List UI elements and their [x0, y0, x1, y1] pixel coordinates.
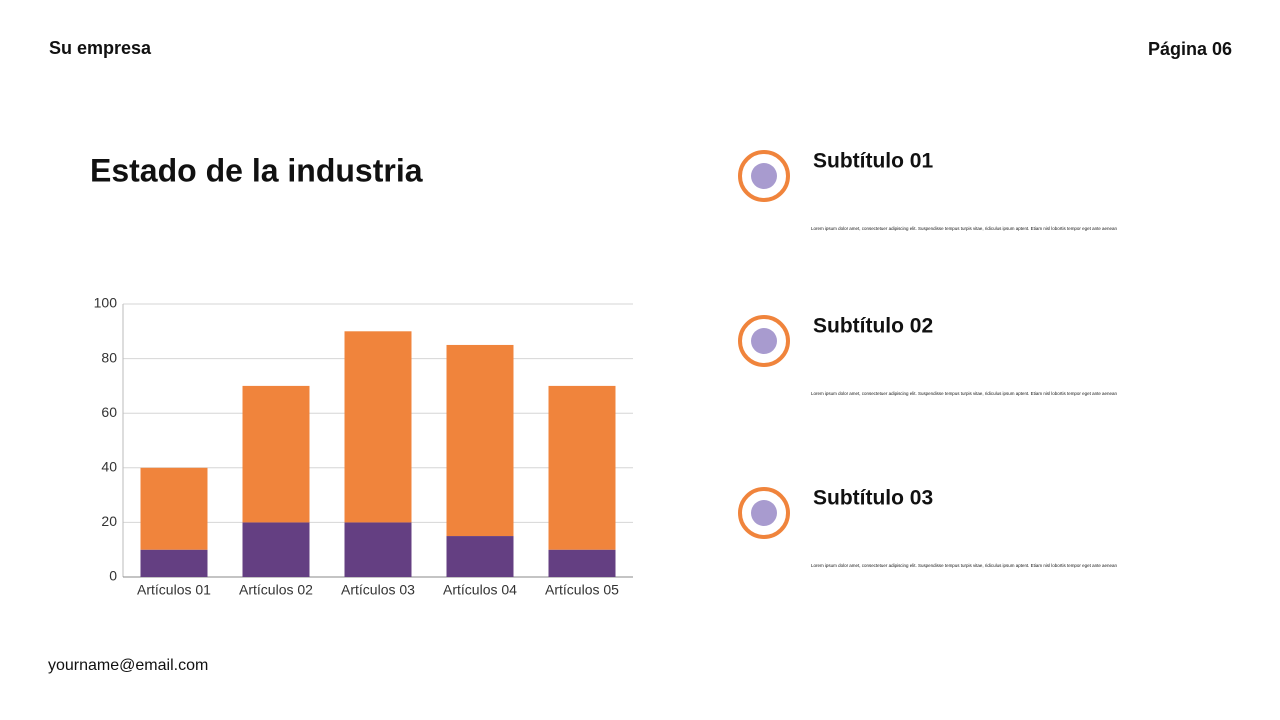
item-text: Lorem ipsum dolor amet, consectetuer adi…	[811, 226, 1117, 231]
dot	[751, 500, 777, 526]
item-text: Lorem ipsum dolor amet, consectetuer adi…	[811, 391, 1117, 396]
bar-segment	[548, 385, 616, 550]
y-tick-label: 80	[101, 349, 117, 365]
bar-segment	[242, 522, 310, 577]
y-tick-label: 60	[101, 404, 117, 420]
chart-title: Estado de la industria	[90, 152, 423, 188]
ring	[738, 315, 790, 367]
ring	[738, 150, 790, 202]
bar-segment	[446, 536, 514, 577]
company: Su empresa	[49, 38, 152, 58]
item-title: Subtítulo 02	[813, 315, 933, 338]
y-tick-label: 40	[101, 459, 117, 475]
email: yourname@email.com	[48, 657, 208, 674]
dot	[751, 328, 777, 354]
x-tick-label: Artículos 03	[341, 582, 415, 598]
bar-segment	[242, 385, 310, 523]
item-text: Lorem ipsum dolor amet, consectetuer adi…	[811, 563, 1117, 568]
x-tick-label: Artículos 05	[545, 582, 619, 598]
item-title: Subtítulo 01	[813, 150, 933, 173]
item-title: Subtítulo 03	[813, 487, 933, 510]
ring	[738, 487, 790, 539]
bar-segment	[140, 467, 208, 550]
page-number: Página 06	[1148, 39, 1232, 59]
y-tick-label: 20	[101, 513, 117, 529]
bar-segment	[344, 331, 412, 523]
bar-segment	[344, 522, 412, 577]
bar-segment	[548, 549, 616, 577]
y-tick-label: 0	[109, 568, 117, 584]
bar-segment	[140, 549, 208, 577]
dot	[751, 163, 777, 189]
x-tick-label: Artículos 04	[443, 582, 517, 598]
x-tick-label: Artículos 01	[137, 582, 211, 598]
bar-segment	[446, 344, 514, 537]
y-tick-label: 100	[94, 295, 118, 311]
x-tick-label: Artículos 02	[239, 582, 313, 598]
